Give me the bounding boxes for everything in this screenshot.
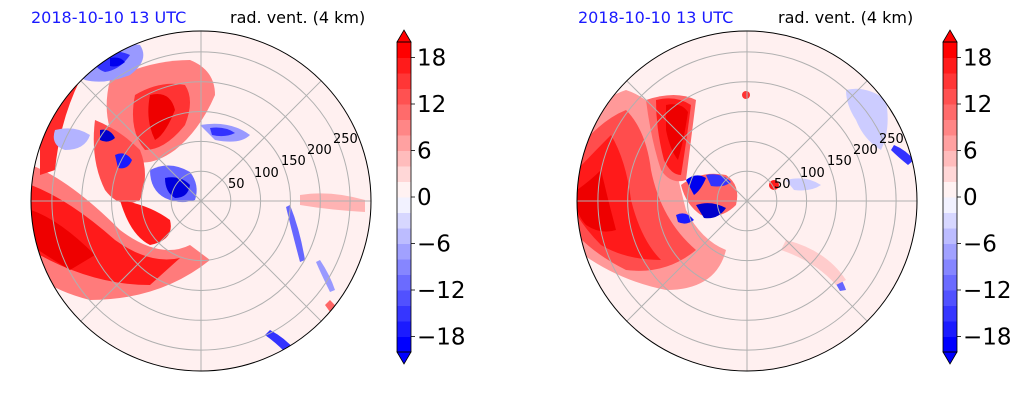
- variable-label: rad. vent. (4 km): [778, 8, 914, 27]
- colorbar-bin: [397, 305, 411, 322]
- colorbar-extend-min: [942, 351, 958, 365]
- colorbar-bin: [397, 212, 411, 229]
- radial-tick-label: 200: [853, 143, 878, 158]
- colorbar-bin: [943, 336, 957, 353]
- colorbar-bin: [397, 274, 411, 291]
- polar-grid-left: [31, 31, 371, 371]
- colorbar-bin: [397, 290, 411, 306]
- colorbar-bin: [397, 166, 411, 182]
- radial-tick-label: 150: [281, 154, 306, 169]
- polar-frame-left: [30, 30, 372, 372]
- colorbar-bin: [943, 259, 957, 275]
- colorbar-bin: [943, 274, 957, 291]
- colorbar-tick-label: 6: [963, 139, 978, 165]
- radial-tick-label: 50: [228, 177, 245, 192]
- colorbar-bin: [397, 181, 411, 198]
- colorbar-tick-label: 18: [417, 46, 446, 72]
- colorbar-tick-label: 6: [417, 139, 432, 165]
- colorbar-bin: [943, 57, 957, 74]
- colorbar-bin: [943, 197, 957, 213]
- radial-tick-label: 250: [333, 132, 358, 147]
- radial-tick-label: 150: [827, 154, 852, 169]
- colorbar-bin: [943, 88, 957, 105]
- radial-tick-label: 50: [774, 177, 791, 192]
- colorbar-right: 18 12 6 0 −6 −12 −18: [942, 29, 1012, 365]
- colorbar-tick-label: −18: [417, 325, 466, 351]
- colorbar-bin: [943, 104, 957, 120]
- colorbar-bin: [397, 321, 411, 337]
- colorbar-bin: [397, 104, 411, 120]
- time-label: 2018-10-10 13 UTC: [578, 8, 734, 27]
- colorbar-bin: [943, 228, 957, 244]
- colorbar-bin: [943, 73, 957, 89]
- colorbar-bin: [943, 305, 957, 322]
- variable-label: rad. vent. (4 km): [230, 8, 366, 27]
- colorbar-bin: [943, 42, 957, 58]
- colorbar-bin: [943, 243, 957, 260]
- colorbar-bin: [943, 212, 957, 229]
- colorbar-bin: [943, 290, 957, 306]
- colorbar-tick-label: −6: [963, 232, 997, 258]
- colorbar-bin: [943, 150, 957, 167]
- colorbar-tick-label: −18: [963, 325, 1012, 351]
- colorbar-bin: [943, 119, 957, 136]
- colorbar-bin: [943, 321, 957, 337]
- radial-tick-labels-right: 50 100 150 200 250: [774, 132, 904, 192]
- colorbar-extend-min: [396, 351, 412, 365]
- polar-grid-right: [577, 31, 917, 371]
- colorbar-bin: [397, 259, 411, 275]
- polar-plot-left: 50 100 150 200 250: [30, 30, 372, 372]
- colorbar-tick-label: 12: [963, 92, 992, 118]
- right-panel: 2018-10-10 13 UTC rad. vent. (4 km): [546, 0, 1028, 401]
- radial-tick-label: 100: [254, 166, 279, 181]
- colorbar-bin: [397, 57, 411, 74]
- colorbar-bin: [943, 166, 957, 182]
- colorbar-bin: [397, 243, 411, 260]
- colorbar-bin: [943, 181, 957, 198]
- colorbar-tick-label: 0: [963, 185, 978, 211]
- polar-plot-right: 50 100 150 200 250: [576, 30, 918, 372]
- colorbar-extend-max: [396, 29, 412, 43]
- radial-tick-label: 200: [307, 143, 332, 158]
- colorbar-bin: [397, 135, 411, 151]
- left-panel: 2018-10-10 13 UTC rad. vent. (4 km): [30, 8, 372, 372]
- colorbar-bin: [397, 150, 411, 167]
- colorbar-left: 18 12 6 0 −6 −12 −18: [396, 29, 466, 365]
- colorbar-bin: [397, 42, 411, 58]
- colorbar-bin: [943, 135, 957, 151]
- colorbar-tick-label: −6: [417, 232, 451, 258]
- colorbar-bin: [397, 228, 411, 244]
- colorbar-bin: [397, 73, 411, 89]
- colorbar-bin: [397, 336, 411, 353]
- colorbar-tick-label: 12: [417, 92, 446, 118]
- radial-tick-label: 250: [879, 132, 904, 147]
- colorbar-tick-label: −12: [963, 278, 1012, 304]
- colorbar-bin: [397, 88, 411, 105]
- colorbar-extend-max: [942, 29, 958, 43]
- radial-tick-labels-left: 50 100 150 200 250: [228, 132, 358, 192]
- colorbar-bin: [397, 197, 411, 213]
- colorbar-bin: [397, 119, 411, 136]
- polar-frame-right: [576, 30, 918, 372]
- radial-tick-label: 100: [800, 166, 825, 181]
- colorbar-tick-label: −12: [417, 278, 466, 304]
- time-label: 2018-10-10 13 UTC: [31, 8, 187, 27]
- colorbar-tick-label: 0: [417, 185, 432, 211]
- colorbar-tick-label: 18: [963, 46, 992, 72]
